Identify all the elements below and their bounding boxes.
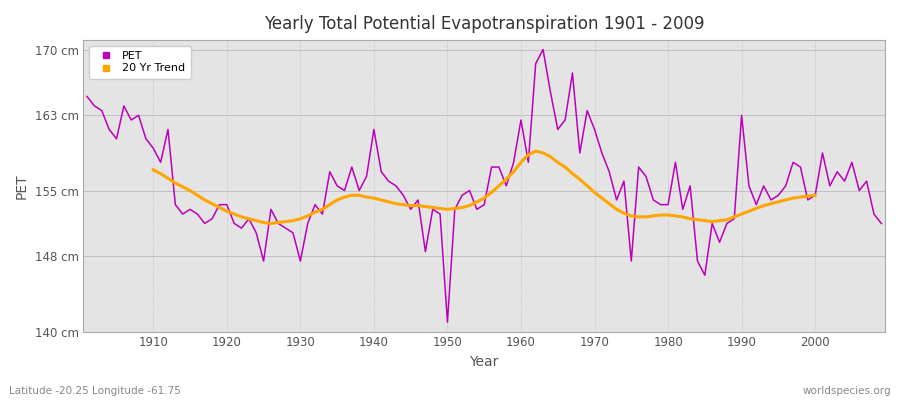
Legend: PET, 20 Yr Trend: PET, 20 Yr Trend	[89, 46, 191, 79]
Y-axis label: PET: PET	[15, 173, 29, 199]
X-axis label: Year: Year	[470, 355, 499, 369]
Title: Yearly Total Potential Evapotranspiration 1901 - 2009: Yearly Total Potential Evapotranspiratio…	[264, 15, 705, 33]
Text: Latitude -20.25 Longitude -61.75: Latitude -20.25 Longitude -61.75	[9, 386, 181, 396]
Text: worldspecies.org: worldspecies.org	[803, 386, 891, 396]
